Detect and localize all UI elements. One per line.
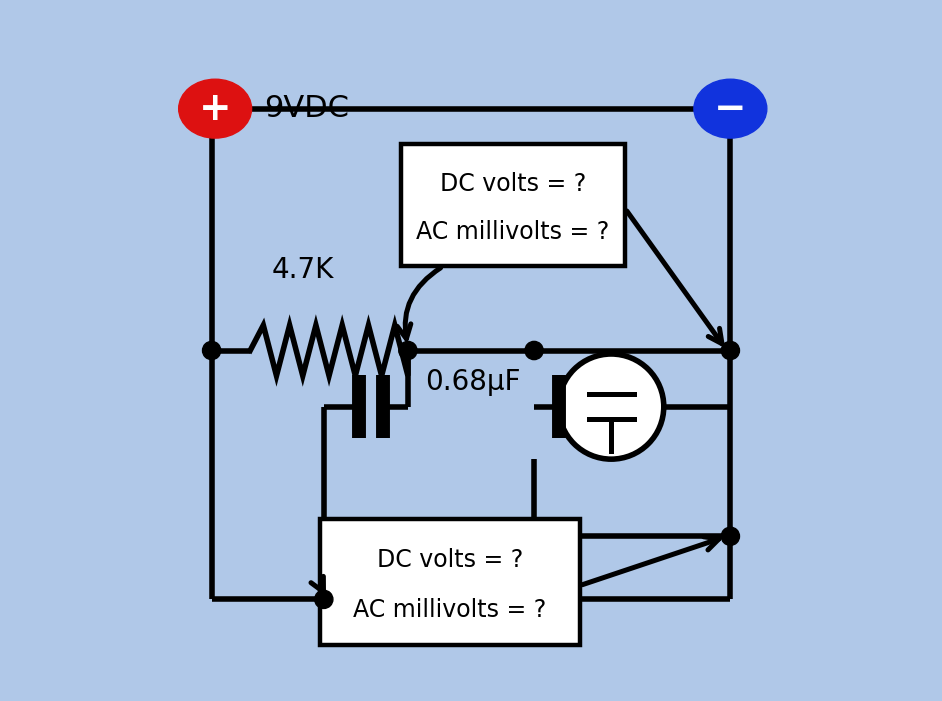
Circle shape: [315, 590, 333, 608]
Text: DC volts = ?: DC volts = ?: [377, 548, 523, 573]
Circle shape: [398, 341, 417, 360]
Ellipse shape: [179, 79, 252, 138]
Text: 4.7K: 4.7K: [271, 256, 333, 284]
Bar: [320, 519, 579, 645]
Ellipse shape: [694, 79, 767, 138]
Text: +: +: [199, 90, 232, 128]
Circle shape: [203, 341, 220, 360]
Circle shape: [525, 341, 544, 360]
Text: AC millivolts = ?: AC millivolts = ?: [353, 597, 546, 622]
Bar: [401, 144, 625, 266]
Text: AC millivolts = ?: AC millivolts = ?: [416, 220, 609, 244]
Text: 0.68μF: 0.68μF: [426, 368, 521, 396]
Circle shape: [722, 341, 739, 360]
Circle shape: [722, 527, 739, 545]
Circle shape: [559, 354, 664, 459]
Text: −: −: [714, 90, 747, 128]
Text: 9VDC: 9VDC: [264, 94, 349, 123]
Text: DC volts = ?: DC volts = ?: [440, 172, 586, 196]
